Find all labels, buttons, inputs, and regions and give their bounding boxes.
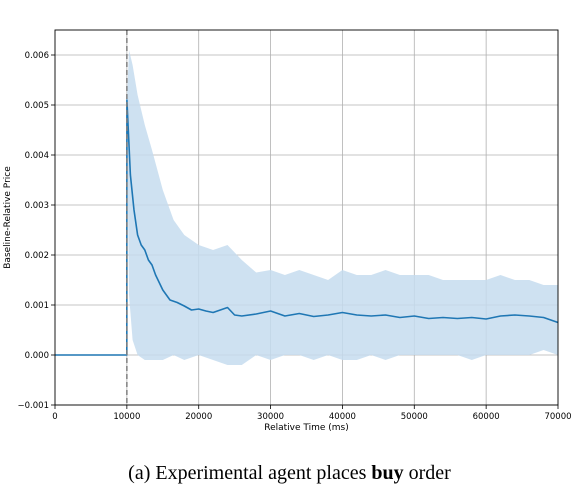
y-tick-label: 0.002 — [25, 251, 49, 261]
x-tick-label: 20000 — [185, 412, 212, 422]
x-tick-label: 50000 — [401, 412, 428, 422]
confidence-band-layer — [126, 50, 559, 365]
y-tick-label: 0.006 — [25, 51, 49, 61]
series-line-layer — [55, 99, 559, 356]
confidence-band — [126, 50, 559, 365]
y-tick-label: 0.001 — [25, 301, 49, 311]
x-tick-label: 10000 — [113, 412, 140, 422]
mean-price-line — [55, 99, 559, 356]
y-tick-label: 0.003 — [25, 201, 49, 211]
y-tick-label: 0.004 — [25, 151, 49, 161]
figure-caption: (a) Experimental agent places buy order — [0, 462, 579, 485]
caption-suffix: order — [408, 462, 451, 484]
x-tick-label: 40000 — [329, 412, 356, 422]
y-axis-label: Baseline-Relative Price — [3, 166, 13, 269]
caption-prefix: (a) Experimental agent places — [128, 462, 367, 484]
x-axis-label: Relative Time (ms) — [264, 423, 349, 433]
axes-frame — [54, 29, 559, 406]
chart: 0 10000 20000 30000 40000 50000 60000 70000 −0.0… — [3, 29, 572, 433]
y-tick-label: 0.000 — [25, 351, 49, 361]
x-tick-label: 0 — [52, 412, 57, 422]
tick-layer: 0 10000 20000 30000 40000 50000 60000 70000 −0.0… — [18, 51, 572, 422]
x-tick-label: 60000 — [473, 412, 500, 422]
x-tick-label: 30000 — [257, 412, 284, 422]
y-tick-label: −0.001 — [18, 401, 49, 411]
x-tick-label: 70000 — [544, 412, 571, 422]
caption-bold-word: buy — [371, 462, 404, 484]
y-tick-label: 0.005 — [25, 101, 49, 111]
plot-frame — [54, 29, 559, 406]
